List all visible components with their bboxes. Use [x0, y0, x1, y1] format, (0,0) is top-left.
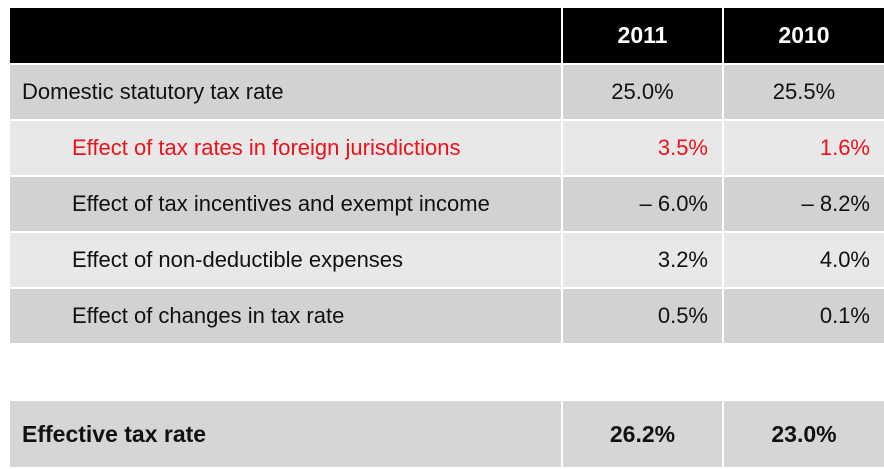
tax-rate-table-container: 2011 2010 Domestic statutory tax rate 25…	[8, 6, 884, 469]
total-row: Effective tax rate 26.2% 23.0%	[8, 399, 884, 469]
row-value-2011: 3.5%	[561, 119, 724, 177]
row-value-2011: 0.5%	[561, 287, 724, 345]
row-value-2010: 1.6%	[722, 119, 884, 177]
table-row: Effect of changes in tax rate 0.5% 0.1%	[8, 287, 884, 345]
table-row: Effect of non-deductible expenses 3.2% 4…	[8, 231, 884, 289]
row-value-2010: 0.1%	[722, 287, 884, 345]
table-row: Domestic statutory tax rate 25.0% 25.5%	[8, 63, 884, 121]
header-label-cell	[8, 6, 563, 65]
row-value-2011: 3.2%	[561, 231, 724, 289]
total-label: Effective tax rate	[8, 399, 563, 469]
tax-rate-reconciliation-table: 2011 2010 Domestic statutory tax rate 25…	[8, 6, 884, 469]
row-separator	[9, 344, 884, 400]
row-value-2011: – 6.0%	[561, 175, 724, 233]
row-value-2010: – 8.2%	[722, 175, 884, 233]
row-label: Effect of non-deductible expenses	[8, 231, 563, 289]
row-label: Effect of changes in tax rate	[8, 287, 563, 345]
row-label: Effect of tax rates in foreign jurisdict…	[8, 119, 563, 177]
total-value-2011: 26.2%	[561, 399, 724, 469]
table-header-row: 2011 2010	[8, 6, 884, 65]
header-year-2011: 2011	[561, 6, 724, 65]
table-row: Effect of tax incentives and exempt inco…	[8, 175, 884, 233]
header-year-2010: 2010	[722, 6, 884, 65]
row-value-2010: 25.5%	[722, 63, 884, 121]
row-value-2011: 25.0%	[561, 63, 724, 121]
total-value-2010: 23.0%	[722, 399, 884, 469]
row-label: Domestic statutory tax rate	[8, 63, 563, 121]
row-label: Effect of tax incentives and exempt inco…	[8, 175, 563, 233]
table-row-highlighted: Effect of tax rates in foreign jurisdict…	[8, 119, 884, 177]
row-value-2010: 4.0%	[722, 231, 884, 289]
